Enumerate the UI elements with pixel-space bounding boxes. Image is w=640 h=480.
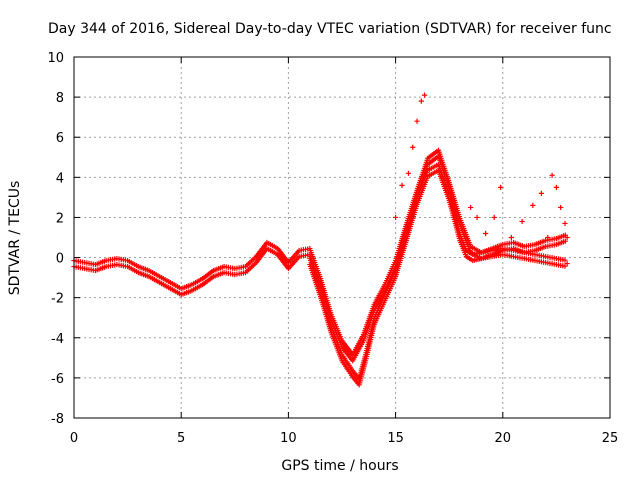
plot-frame bbox=[73, 56, 611, 419]
spike-marker bbox=[545, 234, 551, 241]
y-tick-label: -4 bbox=[51, 332, 64, 347]
spike-marker bbox=[553, 184, 559, 190]
data-markers bbox=[71, 92, 570, 388]
y-tick-label: 10 bbox=[47, 51, 64, 66]
x-tick-label: 5 bbox=[177, 431, 185, 446]
y-tick-label: 6 bbox=[56, 131, 64, 146]
spike-marker bbox=[414, 118, 420, 124]
spike-marker bbox=[399, 182, 405, 188]
x-tick-label: 20 bbox=[495, 431, 512, 446]
data-marker bbox=[562, 257, 568, 263]
spike-marker bbox=[491, 214, 497, 221]
y-tick-label: 2 bbox=[56, 211, 64, 226]
spike-marker bbox=[468, 204, 474, 211]
y-axis-label: SDTVAR / TECUs bbox=[7, 181, 23, 296]
spike-marker bbox=[538, 190, 544, 196]
spike-marker bbox=[483, 230, 489, 237]
y-tick-label: -8 bbox=[51, 412, 64, 427]
chart-title: Day 344 of 2016, Sidereal Day-to-day VTE… bbox=[48, 21, 612, 37]
spike-marker bbox=[474, 214, 480, 221]
spike-marker bbox=[519, 218, 525, 225]
data-marker bbox=[564, 260, 570, 267]
spike-marker bbox=[530, 202, 536, 209]
spike-marker bbox=[549, 172, 555, 178]
y-tick-label: 8 bbox=[56, 91, 64, 106]
y-tick-label: 4 bbox=[56, 171, 64, 186]
spike-marker bbox=[508, 234, 514, 241]
spike-marker bbox=[410, 144, 416, 150]
x-tick-label: 0 bbox=[70, 431, 78, 446]
spike-marker bbox=[558, 204, 564, 211]
axis-ticks: -8 -6 -4 -2 0 2 4 6 8 10 0 5 10 15 20 25 bbox=[47, 51, 618, 446]
spike-marker bbox=[498, 184, 504, 190]
y-tick-label: 0 bbox=[56, 252, 64, 267]
y-tick-label: -2 bbox=[51, 292, 64, 307]
x-tick-label: 15 bbox=[387, 431, 404, 446]
spike-marker bbox=[393, 214, 399, 221]
y-tick-label: -6 bbox=[51, 372, 64, 387]
x-axis-label: GPS time / hours bbox=[281, 458, 398, 474]
data-marker bbox=[562, 238, 568, 244]
spike-marker bbox=[405, 170, 412, 176]
x-tick-label: 25 bbox=[602, 431, 619, 446]
spike-marker bbox=[562, 220, 568, 227]
spike-marker bbox=[418, 98, 424, 104]
spike-marker bbox=[421, 92, 428, 98]
x-tick-label: 10 bbox=[280, 431, 297, 446]
data-marker bbox=[564, 234, 570, 241]
